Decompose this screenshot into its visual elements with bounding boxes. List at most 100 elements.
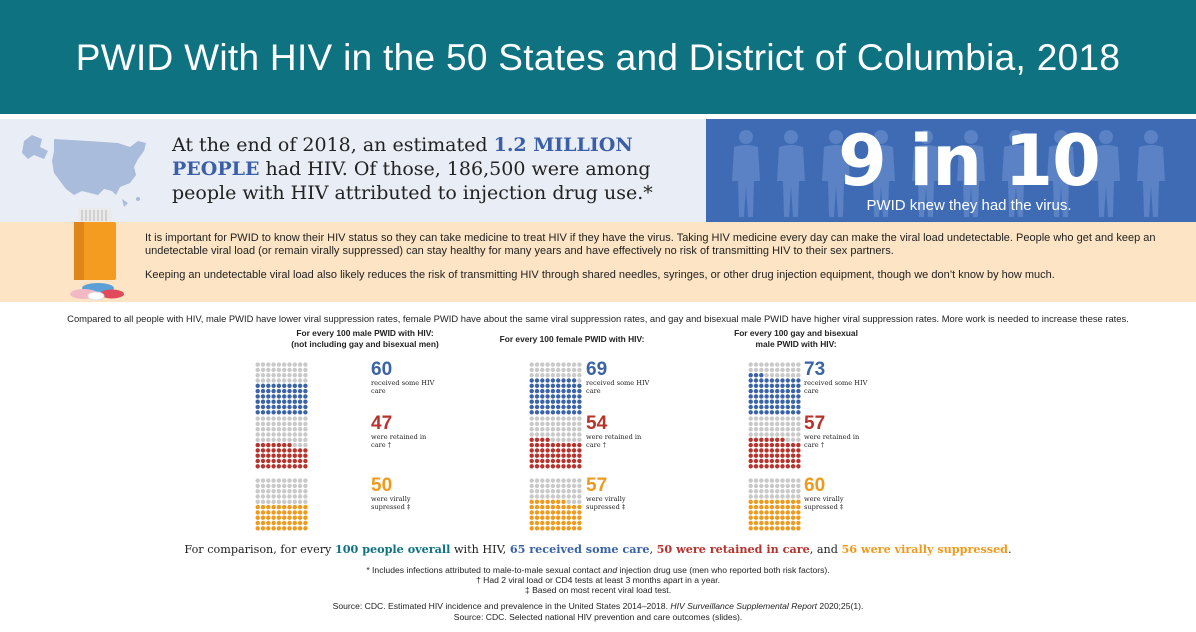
retained-dot [577,453,582,458]
suppressed-value: 60 [804,475,826,496]
care-dot [764,378,769,383]
care-dot [785,404,790,410]
retained-dot [769,442,775,448]
suppressed-dot [764,515,769,520]
empty-dot [775,362,780,367]
care-dot [780,388,785,394]
dot-grid [748,416,801,469]
care-dot [271,410,276,415]
care-dot [540,399,545,404]
empty-dot [764,494,769,499]
retained-dot [276,442,282,448]
care-dot [775,410,780,415]
retained-dot [753,453,759,458]
empty-dot [561,373,566,378]
retained-dot [260,448,266,453]
retained-dot [753,464,759,469]
empty-dot [534,362,540,367]
empty-dot [266,421,271,427]
empty-dot [790,362,796,367]
empty-dot [748,483,753,489]
empty-dot [796,494,801,499]
suppressed-dot [566,520,571,526]
suppressed-dot [790,499,796,504]
empty-dot [303,362,308,367]
empty-dot [287,432,292,437]
care-dot [561,383,566,388]
care-dot [790,388,796,394]
empty-dot [292,478,297,483]
care-dot [266,410,271,415]
source-1-title: HIV Surveillance Supplemental Report [670,601,818,611]
empty-dot [790,489,796,494]
retained-dot [764,442,769,448]
care-dot [287,388,292,394]
empty-dot [255,499,260,504]
empty-dot [764,427,769,432]
empty-dot [550,437,556,442]
empty-dot [748,494,753,499]
empty-dot [292,416,297,421]
dot-grid [748,478,801,531]
empty-dot [303,499,308,504]
empty-dot [775,373,780,378]
care-dot [534,410,540,415]
care-dot [561,404,566,410]
empty-dot [266,437,271,442]
empty-dot [303,378,308,383]
care-dot [577,388,582,394]
suppressed-dot [282,526,287,531]
suppressed-dot [255,504,260,510]
empty-dot [556,421,561,427]
suppressed-dot [292,515,297,520]
retained-dot [566,464,571,469]
care-dot [287,399,292,404]
suppressed-dot [556,504,561,510]
empty-dot [534,494,540,499]
suppressed-dot [276,515,282,520]
retained-dot [297,448,303,453]
care-dot [561,410,566,415]
empty-dot [271,367,276,373]
suppressed-dot [759,520,764,526]
care-dot [764,383,769,388]
empty-dot [759,489,764,494]
care-dot [764,394,769,399]
retained-dot [276,453,282,458]
source-citation-1: Source: CDC. Estimated HIV incidence and… [0,601,1196,611]
retained-dot [577,442,582,448]
empty-dot [561,367,566,373]
empty-dot [748,489,753,494]
care-dot [540,394,545,399]
care-dot [303,388,308,394]
empty-dot [540,494,545,499]
care-dot [790,394,796,399]
suppressed-dot [775,499,780,504]
empty-dot [534,373,540,378]
suppressed-dot [577,526,582,531]
empty-dot [297,478,303,483]
care-dot [303,404,308,410]
suppressed-dot [780,520,785,526]
empty-dot [753,478,759,483]
empty-dot [550,489,556,494]
stat-text-lead: At the end of 2018, an estimated [172,134,494,156]
care-dot [571,410,577,415]
suppressed-dot [769,526,775,531]
retained-dot [753,442,759,448]
empty-dot [276,373,282,378]
empty-dot [764,362,769,367]
care-dot [255,383,260,388]
retained-dot [266,442,271,448]
empty-dot [282,494,287,499]
care-dot [255,404,260,410]
care-group: 69 received some HIV care [462,359,682,418]
care-dot [271,399,276,404]
suppressed-dot [790,515,796,520]
suppressed-dot [764,526,769,531]
empty-dot [769,421,775,427]
suppressed-dot [753,515,759,520]
care-dot [796,394,801,399]
suppressed-dot [748,526,753,531]
person-silhouette [867,130,895,217]
